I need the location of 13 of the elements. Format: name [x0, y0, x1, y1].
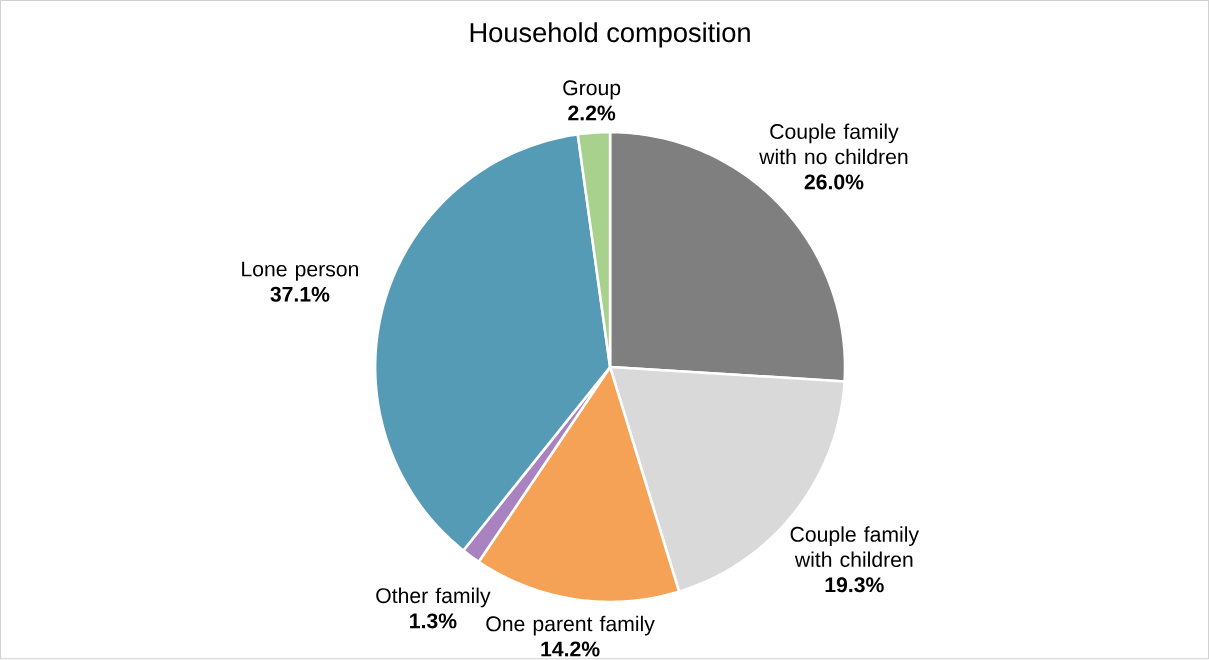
- data-label: 37.1%: [270, 286, 330, 302]
- data-label: 19.3%: [825, 577, 884, 593]
- data-label: 14.2%: [541, 641, 600, 657]
- slice-label: Couple family with children: [790, 526, 919, 568]
- data-label: 26.0%: [804, 174, 864, 190]
- slice-label: One parent family: [486, 615, 655, 636]
- slice-label: Group: [563, 80, 621, 100]
- chart-title: Household composition: [470, 22, 750, 48]
- slice-label: Couple family with no children: [759, 123, 908, 165]
- data-label: 2.2%: [568, 105, 616, 121]
- slice-label: Lone person: [242, 261, 358, 281]
- data-label: 1.3%: [410, 613, 457, 629]
- slice-label: Other family: [376, 587, 491, 608]
